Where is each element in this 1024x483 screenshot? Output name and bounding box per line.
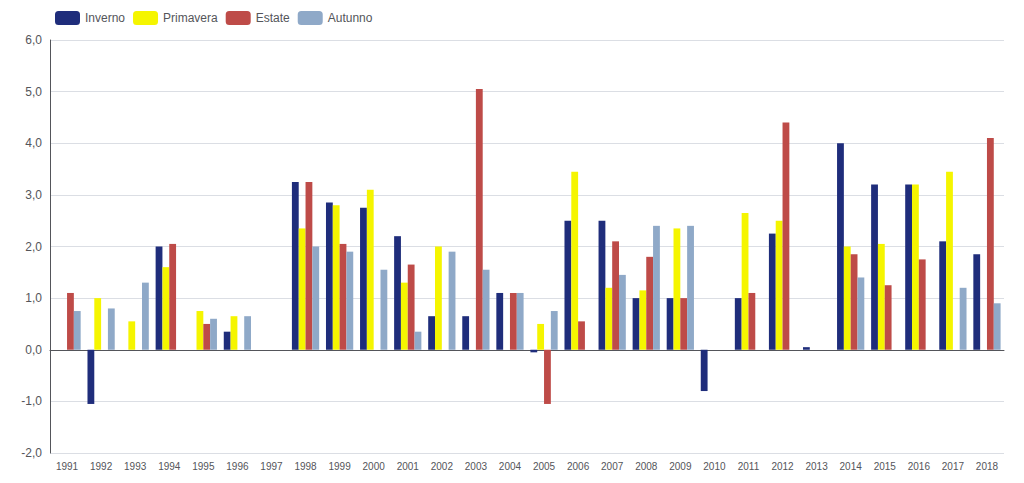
svg-text:2014: 2014	[840, 461, 863, 472]
svg-text:5,0: 5,0	[25, 85, 42, 99]
svg-text:1995: 1995	[192, 461, 215, 472]
svg-text:2000: 2000	[363, 461, 386, 472]
svg-text:2013: 2013	[805, 461, 828, 472]
svg-text:1992: 1992	[90, 461, 113, 472]
svg-text:Primavera: Primavera	[163, 11, 218, 25]
svg-text:6,0: 6,0	[25, 33, 42, 47]
svg-text:2011: 2011	[738, 461, 760, 472]
svg-text:2018: 2018	[976, 461, 999, 472]
svg-text:4,0: 4,0	[25, 136, 42, 150]
svg-text:Inverno: Inverno	[85, 11, 125, 25]
svg-text:1997: 1997	[260, 461, 283, 472]
svg-text:1994: 1994	[158, 461, 181, 472]
svg-text:3,0: 3,0	[25, 188, 42, 202]
svg-text:2008: 2008	[635, 461, 658, 472]
svg-text:1993: 1993	[124, 461, 147, 472]
svg-text:2015: 2015	[874, 461, 897, 472]
svg-text:2003: 2003	[465, 461, 488, 472]
svg-text:2006: 2006	[567, 461, 590, 472]
svg-text:2010: 2010	[703, 461, 726, 472]
svg-text:1991: 1991	[56, 461, 79, 472]
svg-text:1,0: 1,0	[25, 291, 42, 305]
svg-text:2001: 2001	[397, 461, 420, 472]
svg-text:2016: 2016	[908, 461, 931, 472]
svg-text:2002: 2002	[431, 461, 454, 472]
svg-text:-2,0: -2,0	[21, 446, 42, 460]
svg-text:2007: 2007	[601, 461, 624, 472]
svg-text:1998: 1998	[294, 461, 317, 472]
svg-text:1999: 1999	[328, 461, 351, 472]
svg-text:2012: 2012	[771, 461, 794, 472]
svg-text:2017: 2017	[942, 461, 965, 472]
svg-text:Estate: Estate	[256, 11, 290, 25]
svg-text:2004: 2004	[499, 461, 522, 472]
svg-text:2,0: 2,0	[25, 240, 42, 254]
svg-text:1996: 1996	[226, 461, 249, 472]
svg-text:2005: 2005	[533, 461, 556, 472]
svg-text:Autunno: Autunno	[328, 11, 373, 25]
svg-text:0,0: 0,0	[25, 343, 42, 357]
svg-text:-1,0: -1,0	[21, 394, 42, 408]
svg-text:2009: 2009	[669, 461, 692, 472]
